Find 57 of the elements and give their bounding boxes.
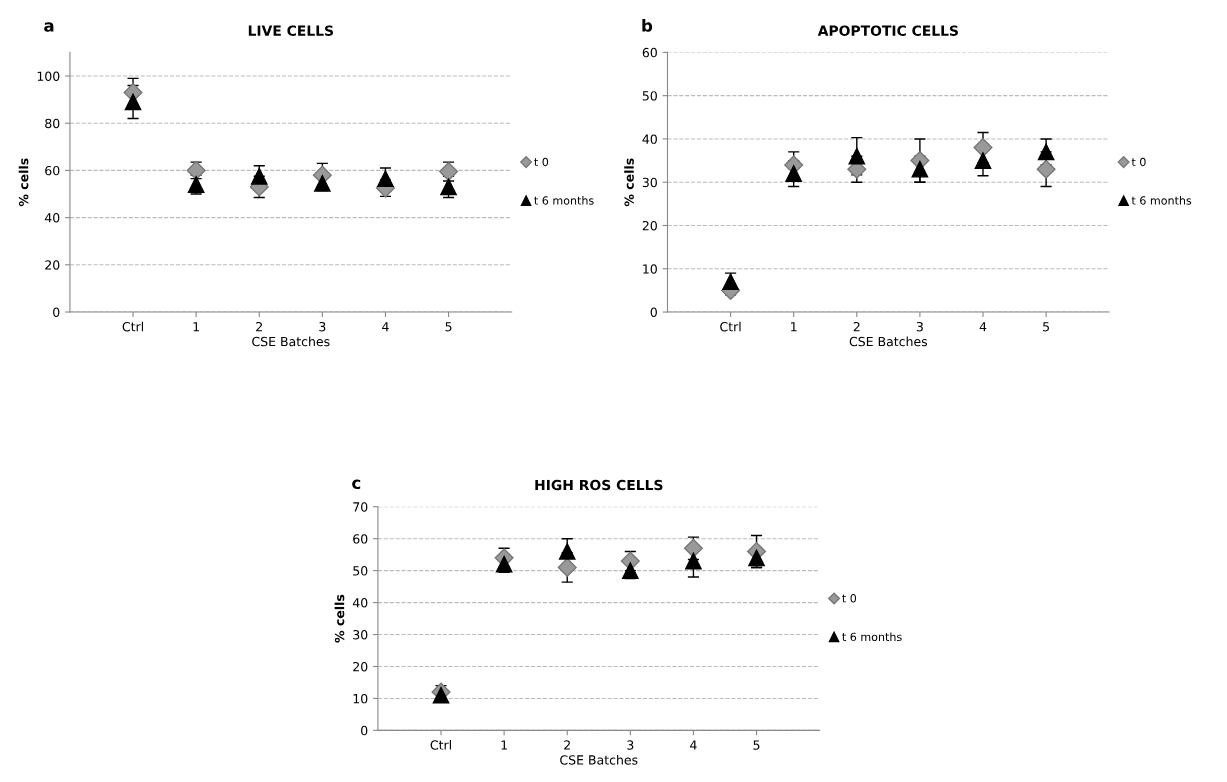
text: b bbox=[642, 18, 653, 32]
text: c bbox=[352, 479, 361, 490]
y-tick-label: 50 bbox=[353, 566, 368, 576]
y-tick-label: 40 bbox=[642, 134, 657, 144]
x-tick-label: Ctrl bbox=[430, 740, 451, 750]
chart-title: LIVE CELLS bbox=[248, 25, 334, 36]
x-tick-label: Ctrl bbox=[720, 321, 741, 332]
x-tick-label: 1 bbox=[501, 740, 507, 750]
y-tick-label: 20 bbox=[642, 220, 657, 231]
y-tick-label: 0 bbox=[650, 307, 657, 317]
y-tick-label: 60 bbox=[642, 47, 657, 58]
x-tick-label: 3 bbox=[627, 740, 634, 750]
y-tick-label: 20 bbox=[353, 661, 368, 672]
x-axis-title: CSE Batches bbox=[560, 754, 638, 765]
legend-label: t 6 months bbox=[534, 196, 594, 205]
x-tick-label: 4 bbox=[979, 322, 987, 332]
x-tick-label: 2 bbox=[853, 321, 860, 332]
x-tick-label: 5 bbox=[753, 740, 760, 750]
y-tick-label: 60 bbox=[45, 165, 60, 176]
x-tick-label: 1 bbox=[193, 322, 199, 332]
y-tick-label: 70 bbox=[353, 502, 368, 512]
legend-label: t 6 months bbox=[842, 632, 902, 642]
x-tick-label: 3 bbox=[916, 321, 923, 332]
y-tick-label: 10 bbox=[353, 693, 368, 704]
y-axis-title: % cells bbox=[334, 594, 345, 643]
x-axis-title: CSE Batches bbox=[849, 336, 928, 347]
y-tick-label: 10 bbox=[643, 264, 657, 274]
y-tick-label: 0 bbox=[53, 307, 60, 317]
x-tick-label: 5 bbox=[445, 322, 452, 332]
y-tick-label: 100 bbox=[37, 71, 60, 81]
y-tick-label: 0 bbox=[361, 725, 368, 736]
x-tick-label: 2 bbox=[256, 321, 262, 332]
y-tick-label: 30 bbox=[353, 630, 368, 640]
x-tick-label: 4 bbox=[690, 740, 697, 750]
x-tick-label: 2 bbox=[564, 740, 570, 750]
chart-title: APOPTOTIC CELLS bbox=[817, 25, 958, 36]
x-axis-title: CSE Batches bbox=[252, 336, 330, 347]
x-tick-label: 3 bbox=[319, 321, 326, 332]
y-tick-label: 20 bbox=[45, 260, 60, 270]
x-tick-label: 5 bbox=[1043, 322, 1049, 332]
x-tick-label: 1 bbox=[791, 322, 797, 332]
x-tick-label: Ctrl bbox=[122, 321, 143, 332]
text: a bbox=[44, 22, 54, 32]
x-tick-label: 4 bbox=[382, 322, 389, 332]
y-tick-label: 60 bbox=[353, 534, 368, 544]
legend-label: t 0 bbox=[842, 594, 857, 603]
legend-label: t 0 bbox=[534, 157, 549, 167]
y-tick-label: 80 bbox=[45, 118, 60, 129]
y-axis-title: % cells bbox=[624, 158, 634, 207]
y-axis-title: % cells bbox=[18, 158, 29, 207]
chart-title: HIGH ROS CELLS bbox=[535, 479, 663, 491]
y-tick-label: 50 bbox=[642, 91, 657, 101]
legend-label: t 0 bbox=[1131, 157, 1146, 167]
y-tick-label: 40 bbox=[352, 598, 368, 608]
y-tick-label: 30 bbox=[642, 177, 657, 188]
y-tick-label: 40 bbox=[44, 213, 60, 223]
legend-label: t 6 months bbox=[1131, 196, 1192, 205]
